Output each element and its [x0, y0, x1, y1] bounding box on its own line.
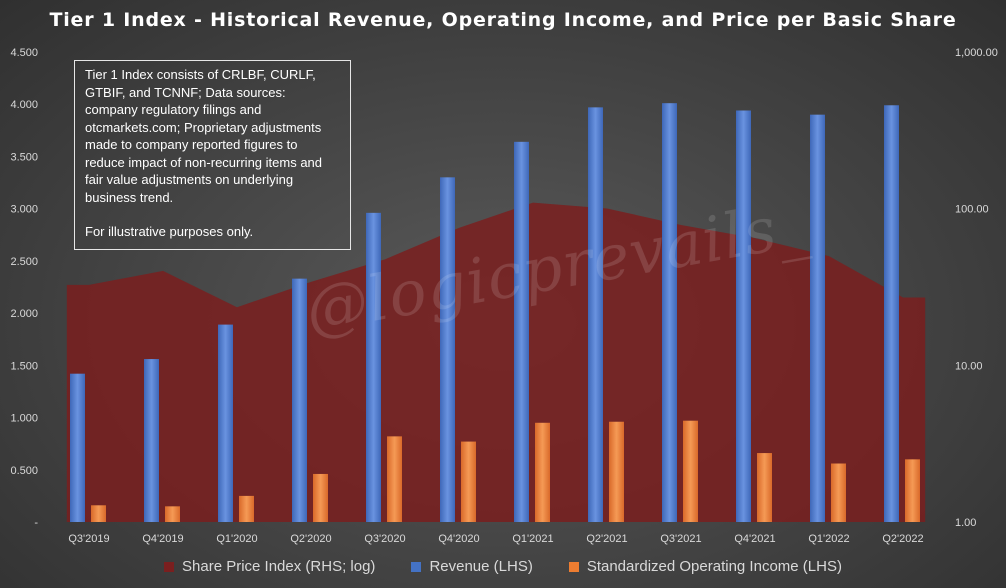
x-axis-tick-label: Q2'2020: [290, 533, 331, 545]
x-axis-tick-label: Q3'2020: [364, 533, 405, 545]
right-axis-tick-label: 1,000.00: [955, 47, 998, 59]
operating-income-bar: [609, 421, 624, 522]
operating-income-bar: [757, 453, 772, 522]
x-axis-tick-label: Q1'2022: [808, 533, 849, 545]
x-axis-tick-label: Q4'2021: [734, 533, 775, 545]
operating-income-bar: [91, 505, 106, 522]
legend-label-share-price: Share Price Index (RHS; log): [182, 558, 376, 575]
right-axis-tick-label: 1.00: [955, 517, 976, 529]
legend-swatch-revenue: [411, 561, 422, 572]
legend-label-operating-income: Standardized Operating Income (LHS): [586, 558, 842, 575]
operating-income-bar: [831, 463, 846, 522]
legend-item-share-price: Share Price Index (RHS; log): [164, 558, 375, 575]
operating-income-bar: [165, 506, 180, 522]
left-axis-tick-label: 3.000: [10, 204, 38, 216]
revenue-bar: [144, 359, 159, 522]
revenue-bar: [70, 373, 85, 522]
left-axis-tick-label: 4.000: [10, 99, 38, 111]
revenue-bar: [366, 212, 381, 522]
revenue-bar: [292, 278, 307, 522]
annotation-disclaimer: For illustrative purposes only.: [85, 224, 254, 239]
revenue-bar: [588, 107, 603, 522]
operating-income-bar: [905, 459, 920, 522]
revenue-bar: [810, 114, 825, 523]
x-axis-tick-label: Q3'2021: [660, 533, 701, 545]
x-axis-tick-label: Q4'2019: [142, 533, 183, 545]
share-price-area: [66, 202, 926, 522]
operating-income-bar: [387, 436, 402, 522]
legend-item-operating-income: Standardized Operating Income (LHS): [568, 558, 842, 575]
legend-label-revenue: Revenue (LHS): [429, 558, 533, 575]
revenue-bar: [440, 177, 455, 523]
chart-legend: Share Price Index (RHS; log) Revenue (LH…: [0, 558, 1006, 575]
right-axis-tick-label: 100.00: [955, 204, 989, 216]
revenue-bar: [736, 110, 751, 522]
right-axis-tick-label: 10.00: [955, 360, 983, 372]
x-axis-tick-label: Q2'2021: [586, 533, 627, 545]
revenue-bar: [884, 105, 899, 523]
operating-income-bar: [461, 441, 476, 522]
x-axis-tick-label: Q1'2021: [512, 533, 553, 545]
legend-swatch-share-price: [164, 561, 175, 572]
revenue-bar: [514, 141, 529, 523]
legend-item-revenue: Revenue (LHS): [411, 558, 533, 575]
x-axis-tick-label: Q1'2020: [216, 533, 257, 545]
x-axis-tick-label: Q3'2019: [68, 533, 109, 545]
operating-income-bar: [535, 422, 550, 522]
operating-income-bar: [313, 473, 328, 522]
chart-title: Tier 1 Index - Historical Revenue, Opera…: [49, 9, 957, 31]
operating-income-bar: [239, 495, 254, 522]
revenue-bar: [662, 103, 677, 522]
left-axis-tick-label: 3.500: [10, 151, 38, 163]
left-axis-tick-label: -: [34, 517, 38, 529]
revenue-bar: [218, 324, 233, 522]
left-axis-tick-label: 2.000: [10, 308, 38, 320]
annotation-box: Tier 1 Index consists of CRLBF, CURLF, G…: [74, 60, 351, 250]
left-axis-tick-label: 2.500: [10, 256, 38, 268]
left-axis-tick-label: 1.000: [10, 413, 38, 425]
x-axis-tick-label: Q4'2020: [438, 533, 479, 545]
legend-swatch-operating-income: [568, 561, 579, 572]
left-axis-tick-label: 4.500: [10, 47, 38, 59]
operating-income-bar: [683, 420, 698, 522]
left-axis-tick-label: 0.500: [10, 465, 38, 477]
x-axis-tick-label: Q2'2022: [882, 533, 923, 545]
left-axis-tick-label: 1.500: [10, 360, 38, 372]
annotation-text: Tier 1 Index consists of CRLBF, CURLF, G…: [85, 67, 323, 205]
